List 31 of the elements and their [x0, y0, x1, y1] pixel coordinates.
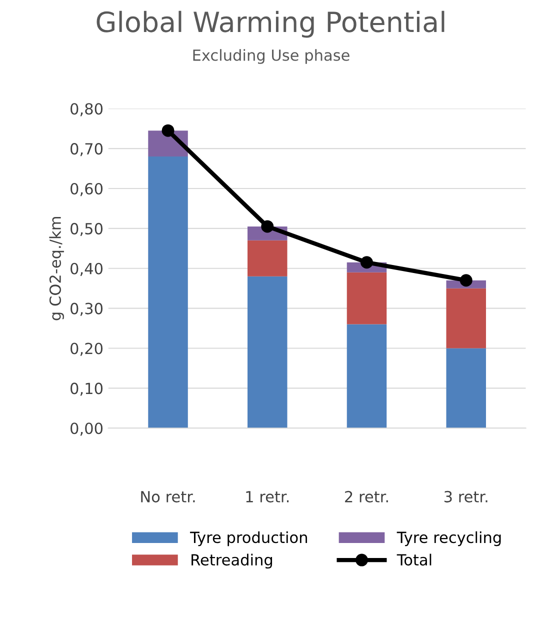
point [360, 256, 374, 269]
y-tick-label: 0,80 [70, 103, 103, 116]
y-tick-label: 0,30 [70, 302, 103, 316]
y-tick-label: 0,70 [70, 143, 103, 156]
y-tick-label: 0,20 [70, 342, 103, 356]
x-tick-label: No retr. [141, 491, 195, 502]
x-tick-label: 1 retr. [246, 491, 289, 502]
x-tick-label: 3 retr. [444, 490, 488, 502]
y-tick-label: 0,50 [70, 222, 103, 236]
bar [248, 276, 288, 428]
y-tick-label: 0,10 [70, 382, 103, 396]
chart-title: Global Warming Potential [96, 10, 444, 38]
y-tick-label: 0,00 [70, 422, 103, 436]
bar [248, 240, 288, 276]
point [162, 124, 174, 137]
bar [148, 156, 188, 428]
y-tick-label: 0,60 [70, 182, 103, 196]
point [261, 220, 274, 233]
bar [446, 288, 486, 348]
y-axis-title: g CO2-eq./km [49, 217, 64, 320]
chart-subtitle: Excluding Use phase [193, 49, 350, 64]
legend-label: Tyre production [190, 531, 307, 546]
bar [346, 272, 387, 324]
y-tick-label: 0,40 [70, 262, 103, 276]
legend-label: Tyre recycling [396, 531, 501, 546]
point [460, 274, 472, 287]
legend-label: Total [396, 554, 432, 566]
bar [446, 348, 486, 428]
x-tick-label: 2 retr. [345, 490, 388, 502]
legend-label: Retreading [192, 554, 272, 569]
bar [346, 324, 387, 428]
